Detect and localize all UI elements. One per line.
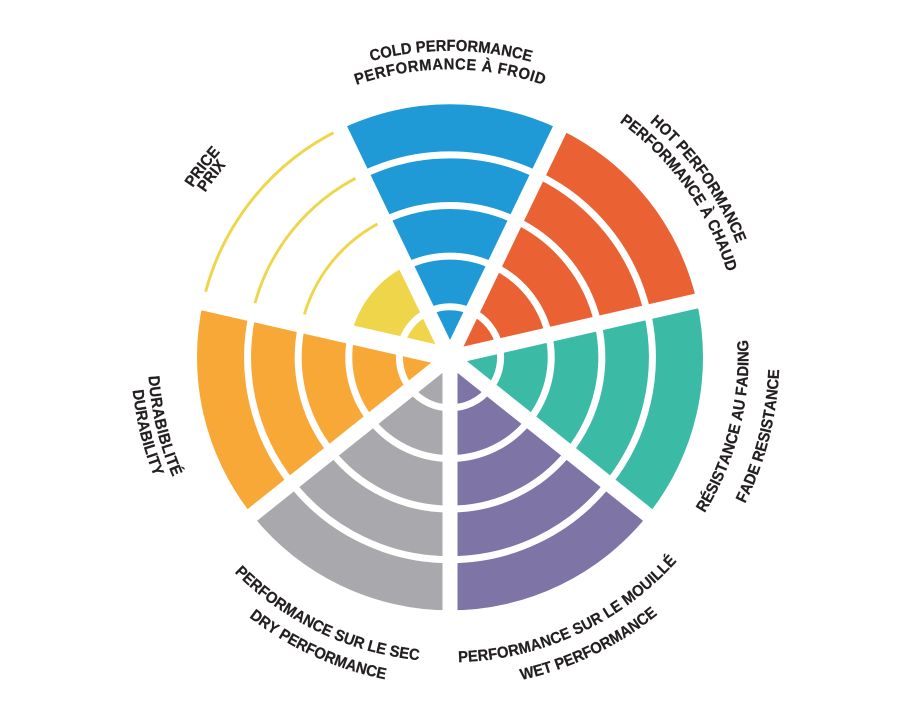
svg-text:F: F — [447, 37, 456, 55]
svg-text:C: C — [364, 662, 379, 682]
svg-text:N: N — [735, 351, 753, 362]
svg-text:P: P — [458, 648, 469, 666]
svg-text:E: E — [467, 648, 478, 666]
svg-text:O: O — [516, 64, 532, 84]
svg-text:S: S — [388, 642, 401, 661]
svg-text:E: E — [425, 38, 436, 56]
svg-text:C: C — [722, 431, 742, 446]
svg-text:N: N — [500, 42, 514, 61]
svg-text:C: C — [368, 45, 383, 65]
svg-text:U: U — [130, 399, 149, 412]
svg-text:R: R — [407, 58, 420, 77]
svg-text:B: B — [151, 417, 171, 431]
svg-text:I: I — [707, 477, 725, 488]
svg-text:M: M — [477, 39, 491, 58]
svg-text:R: R — [749, 449, 769, 465]
svg-text:F: F — [487, 645, 498, 664]
svg-text:O: O — [496, 643, 510, 662]
svg-text:C: C — [408, 646, 421, 665]
svg-text:B: B — [154, 431, 174, 446]
svg-text:M: M — [517, 638, 533, 658]
svg-text:E: E — [398, 644, 410, 663]
svg-text:R: R — [147, 396, 166, 409]
svg-text:D: D — [129, 389, 148, 402]
svg-text:E: E — [752, 439, 772, 453]
svg-text:D: D — [144, 375, 162, 387]
svg-text:E: E — [725, 422, 744, 436]
svg-text:C: C — [455, 56, 466, 74]
svg-text:E: E — [374, 639, 388, 658]
svg-text:E: E — [375, 664, 388, 683]
svg-text:C: C — [764, 378, 782, 390]
svg-text:N: N — [719, 441, 739, 457]
svg-text:W: W — [518, 664, 536, 684]
svg-text:E: E — [765, 369, 783, 380]
svg-text:N: N — [763, 388, 782, 401]
svg-text:N: N — [444, 56, 455, 74]
svg-text:B: B — [136, 429, 156, 444]
svg-text:I: I — [528, 67, 537, 85]
svg-text:O: O — [394, 59, 408, 78]
svg-text:I: I — [160, 450, 178, 460]
svg-text:D: D — [400, 40, 413, 59]
svg-text:G: G — [735, 340, 753, 352]
svg-text:R: R — [436, 37, 447, 55]
svg-text:E: E — [531, 661, 545, 681]
svg-text:R: R — [132, 409, 151, 423]
svg-text:E: E — [466, 56, 477, 74]
svg-text:A: A — [734, 376, 752, 388]
svg-text:F: F — [496, 60, 508, 79]
svg-text:M: M — [419, 56, 433, 75]
svg-text:R: R — [505, 62, 519, 81]
svg-text:R: R — [373, 63, 388, 83]
svg-text:E: E — [520, 46, 534, 65]
svg-text:À: À — [481, 58, 494, 77]
svg-text:A: A — [728, 408, 747, 422]
svg-text:R: R — [477, 647, 490, 666]
svg-text:I: I — [153, 427, 171, 435]
svg-text:T: T — [760, 408, 779, 421]
svg-text:S: S — [755, 430, 774, 444]
svg-text:I: I — [139, 439, 157, 448]
svg-text:O: O — [455, 37, 467, 55]
svg-text:E: E — [363, 66, 377, 86]
svg-text:A: A — [528, 635, 543, 655]
svg-text:S: S — [758, 417, 777, 430]
svg-text:U: U — [730, 398, 749, 411]
svg-text:F: F — [384, 61, 396, 80]
svg-text:D: D — [532, 69, 548, 89]
svg-text:A: A — [432, 56, 443, 74]
svg-text:L: L — [390, 41, 402, 60]
svg-text:N: N — [354, 659, 369, 679]
svg-text:F: F — [733, 386, 751, 397]
svg-text:R: R — [507, 641, 521, 660]
svg-text:A: A — [134, 419, 153, 433]
svg-text:A: A — [343, 656, 359, 676]
svg-text:I: I — [757, 427, 775, 435]
svg-text:R: R — [467, 38, 479, 56]
svg-text:U: U — [145, 386, 164, 399]
svg-text:A: A — [148, 407, 167, 421]
svg-text:P: P — [415, 38, 426, 56]
svg-text:C: C — [510, 44, 524, 63]
svg-text:I: I — [142, 451, 160, 460]
svg-text:M: M — [332, 652, 350, 673]
svg-text:O: O — [379, 43, 394, 63]
svg-text:D: D — [734, 365, 752, 376]
svg-text:I: I — [735, 362, 753, 367]
svg-text:A: A — [762, 399, 781, 412]
svg-text:R: R — [351, 633, 366, 653]
svg-text:A: A — [489, 40, 502, 59]
